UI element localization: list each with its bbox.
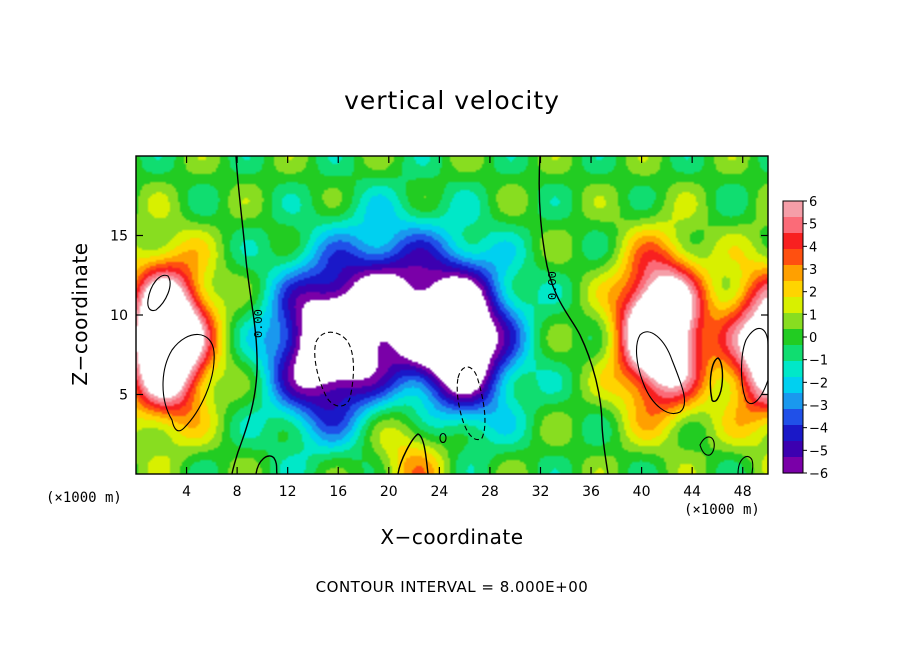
- x-tick-label-5: 24: [430, 484, 448, 500]
- colorbar-swatch-10: [783, 361, 803, 378]
- colorbar-tick-label-6: 0: [809, 331, 817, 346]
- contour-neg-center: [456, 366, 486, 440]
- zero-contour-small-a: [255, 455, 278, 475]
- x-tick-label-4: 20: [380, 484, 398, 500]
- colorbar-tick-label-5: 1: [809, 308, 817, 323]
- contour-neg-small: [439, 432, 447, 444]
- colorbar-swatch-15: [783, 441, 803, 458]
- x-tick-label-10: 44: [683, 484, 701, 500]
- x-tick-label-8: 36: [582, 484, 600, 500]
- contour-lines: [147, 155, 769, 475]
- colorbar-swatch-11: [783, 377, 803, 394]
- colorbar-tick-label-4: 2: [809, 286, 817, 301]
- zero-contour-right-edge: [709, 357, 724, 402]
- colorbar-swatch-14: [783, 425, 803, 442]
- x-unit-label: (×1000 m): [684, 502, 760, 518]
- heatmap-field: [136, 156, 768, 474]
- zero-contour-left: [231, 155, 258, 475]
- contour-8-left-top: [147, 274, 171, 312]
- contour-neg-left: [314, 331, 355, 407]
- colorbar-tick-label-7: −1: [809, 354, 828, 369]
- colorbar-swatch-2: [783, 233, 803, 250]
- contour-8-right-inner: [635, 331, 686, 414]
- x-axis: 4 8 12 16 20 24 28 32 36 40 44 48: [182, 156, 752, 500]
- colorbar-swatch-16: [783, 457, 803, 474]
- colorbar-swatch-7: [783, 313, 803, 330]
- colorbar-tick-label-9: −3: [809, 399, 828, 414]
- y-tick-label-2: 15: [110, 229, 128, 245]
- z-unit-label: (×1000 m): [46, 490, 122, 506]
- y-axis-label: Z−coordinate: [68, 242, 92, 386]
- zero-contour-right: [538, 155, 609, 475]
- plot-area: 0.00 0.00: [135, 155, 769, 475]
- x-tick-label-9: 40: [633, 484, 651, 500]
- colorbar-tick-label-11: −5: [809, 444, 828, 459]
- x-tick-label-0: 4: [182, 484, 191, 500]
- y-tick-label-1: 10: [110, 308, 128, 324]
- colorbar-swatch-12: [783, 393, 803, 410]
- contour-interval-note: CONTOUR INTERVAL = 8.000E+00: [315, 578, 589, 596]
- colorbar-tick-label-3: 3: [809, 263, 817, 278]
- colorbar-tick-label-2: 4: [809, 240, 817, 255]
- colorbar-tick-label-12: −6: [809, 467, 828, 482]
- contour-8-right-edge: [740, 328, 769, 405]
- x-tick-label-6: 28: [481, 484, 499, 500]
- contour-neg-edge-bottom-b: [737, 456, 754, 475]
- y-tick-label-0: 5: [119, 388, 128, 404]
- colorbar-swatch-8: [783, 329, 803, 346]
- x-tick-label-11: 48: [734, 484, 752, 500]
- colorbar-tick-label-0: 6: [809, 195, 817, 210]
- colorbar-swatch-4: [783, 265, 803, 282]
- contour-8-left-inner: [162, 333, 215, 432]
- contour-neg-edge-bottom: [699, 436, 715, 456]
- colorbar-swatch-0: [783, 201, 803, 218]
- x-tick-label-3: 16: [329, 484, 347, 500]
- x-tick-label-1: 8: [233, 484, 242, 500]
- y-axis: 5 10 15: [110, 229, 768, 404]
- colorbar-swatch-9: [783, 345, 803, 362]
- colorbar: 6 5 4 3 2 1 0 −1 −2 −3 −4 −5 −6: [782, 195, 828, 482]
- zero-contour-bottom: [397, 433, 429, 475]
- colorbar-swatch-5: [783, 281, 803, 298]
- colorbar-tick-label-8: −2: [809, 376, 828, 391]
- colorbar-tick-label-10: −4: [809, 422, 828, 437]
- colorbar-swatch-13: [783, 409, 803, 426]
- colorbar-swatch-1: [783, 217, 803, 234]
- contour-label-right: 0.00: [546, 271, 560, 300]
- x-tick-label-2: 12: [279, 484, 297, 500]
- colorbar-swatch-6: [783, 297, 803, 314]
- colorbar-swatch-3: [783, 249, 803, 266]
- x-tick-label-7: 32: [532, 484, 550, 500]
- x-axis-label: X−coordinate: [380, 525, 524, 549]
- contour-label-left: 0.00: [252, 309, 266, 338]
- chart-title: vertical velocity: [344, 86, 560, 115]
- colorbar-tick-label-1: 5: [809, 218, 817, 233]
